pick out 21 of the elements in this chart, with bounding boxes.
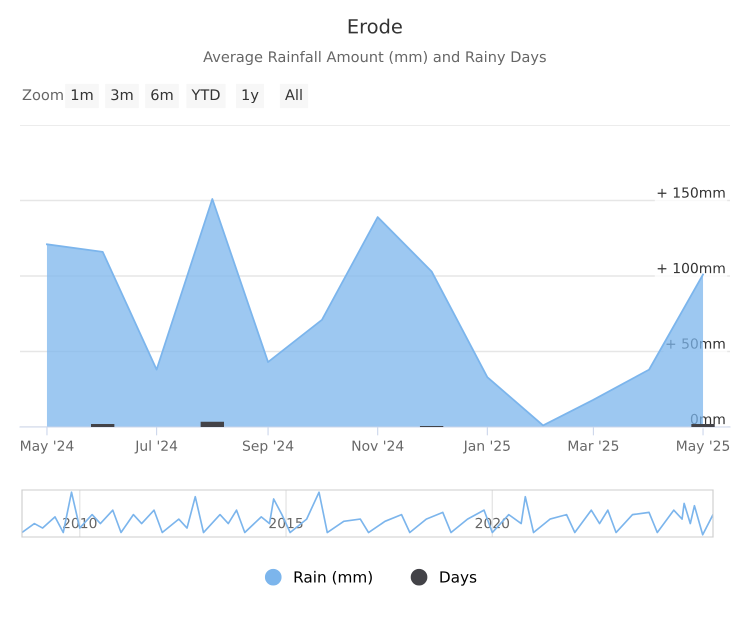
- chart-subtitle: Average Rainfall Amount (mm) and Rainy Days: [203, 50, 546, 66]
- text: 6m: [151, 89, 173, 100]
- y-tick-label: 0mm: [690, 414, 725, 424]
- x-tick-label: Jul '24: [134, 440, 178, 454]
- text: 1y: [242, 89, 259, 104]
- y-tick-label: + 100mm: [658, 262, 725, 274]
- x-tick-label: Sep '24: [242, 440, 294, 454]
- legend-label: Days: [440, 571, 476, 586]
- y-tick-label: + 150mm: [658, 187, 725, 198]
- x-tick-label: Jan '25: [462, 440, 510, 454]
- text: 1m: [72, 89, 93, 100]
- text: Zoom: [22, 89, 63, 100]
- x-tick-label: May '24: [21, 440, 74, 454]
- legend-label: Rain (mm): [294, 570, 372, 585]
- chart-title: Erode: [348, 18, 402, 34]
- x-tick-label: Mar '25: [568, 440, 618, 451]
- text: All: [285, 88, 302, 100]
- x-tick-label: Nov '24: [352, 440, 404, 451]
- text: 3m: [111, 89, 133, 100]
- text: YTD: [191, 89, 220, 100]
- x-tick-label: May '25: [677, 440, 730, 454]
